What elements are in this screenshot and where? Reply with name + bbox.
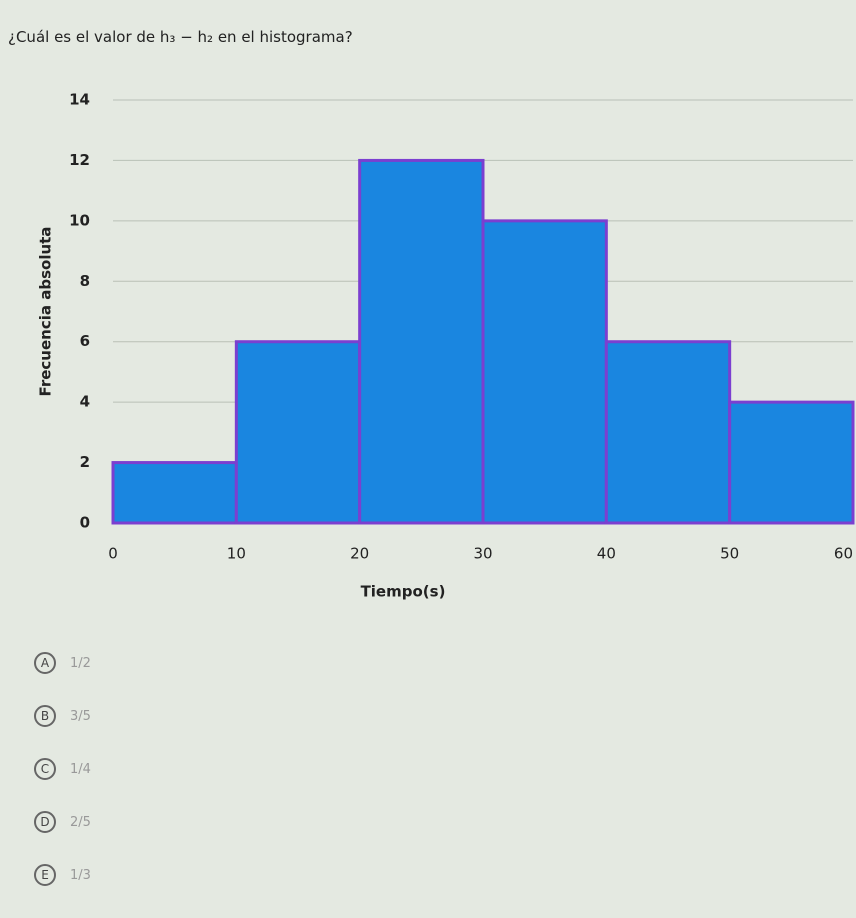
option-letter: D bbox=[34, 811, 56, 833]
option[interactable]: C 1/4 bbox=[34, 756, 91, 782]
x-tick-label: 0 bbox=[108, 545, 118, 563]
option-text: 1/4 bbox=[70, 761, 91, 777]
y-axis-label: Frecuencia absoluta bbox=[37, 227, 55, 397]
option[interactable]: D 2/5 bbox=[34, 809, 91, 835]
question: ¿Cuál es el valor de h₃ − h₂ en el histo… bbox=[8, 28, 353, 46]
bar bbox=[604, 340, 732, 525]
option[interactable]: B 3/5 bbox=[34, 703, 91, 729]
option-text: 1/2 bbox=[70, 655, 91, 671]
y-tick-label: 10 bbox=[69, 211, 90, 229]
y-tick-label: 14 bbox=[69, 91, 90, 109]
option-letter: B bbox=[34, 705, 56, 727]
y-tick-label: 0 bbox=[80, 514, 90, 532]
option-letter: C bbox=[34, 758, 56, 780]
bar bbox=[234, 340, 362, 525]
x-tick-label: 20 bbox=[350, 545, 369, 563]
x-tick-label: 60 bbox=[834, 545, 853, 563]
bar bbox=[728, 400, 855, 525]
bar bbox=[111, 461, 238, 525]
option-text: 1/3 bbox=[70, 867, 91, 883]
option-text: 2/5 bbox=[70, 814, 91, 830]
x-tick-label: 30 bbox=[473, 545, 492, 563]
option-letter: A bbox=[34, 652, 56, 674]
y-tick-label: 12 bbox=[69, 151, 90, 169]
option[interactable]: E 1/3 bbox=[34, 862, 91, 888]
y-tick-label: 8 bbox=[80, 272, 90, 290]
y-tick-label: 4 bbox=[80, 393, 90, 411]
chart: 0 2 4 6 8 10 12 14 0 10 20 30 40 50 60 Tiempo(s) Frecuen… bbox=[37, 91, 855, 601]
x-tick-label: 50 bbox=[720, 545, 739, 563]
x-tick-label: 40 bbox=[597, 545, 616, 563]
option[interactable]: A 1/2 bbox=[34, 650, 91, 676]
bar bbox=[358, 158, 485, 525]
option-letter: E bbox=[34, 864, 56, 886]
x-axis-label: Tiempo(s) bbox=[361, 583, 446, 601]
bar bbox=[481, 219, 608, 525]
y-tick-label: 6 bbox=[80, 332, 90, 350]
y-tick-label: 2 bbox=[80, 453, 90, 471]
option-text: 3/5 bbox=[70, 708, 91, 724]
x-tick-label: 10 bbox=[227, 545, 246, 563]
